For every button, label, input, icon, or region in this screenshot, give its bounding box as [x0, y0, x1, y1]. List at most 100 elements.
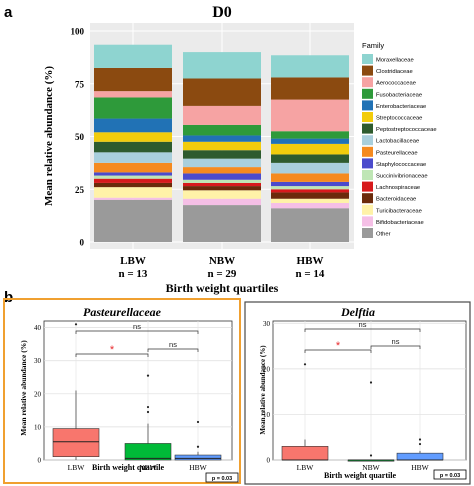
bar-segment — [271, 55, 349, 78]
legend-item: Lactobacillaceae — [362, 135, 419, 146]
legend-item: Succinivibrionaceae — [362, 170, 428, 180]
outlier-point — [196, 445, 200, 448]
legend-item: Other — [362, 228, 391, 238]
bar-segment — [94, 141, 172, 153]
x-axis-label: Birth weight quartiles — [166, 281, 279, 295]
bar-segment — [183, 182, 261, 187]
panel-frame-left — [3, 298, 241, 484]
bar-segment — [94, 187, 172, 198]
y-tick-label: 10 — [263, 411, 271, 419]
bar-segment — [271, 173, 349, 182]
bracket-line — [304, 349, 372, 353]
y-axis-label-left: Mean relative abundance (%) — [19, 340, 28, 436]
x-tick-label: HBW — [189, 463, 207, 472]
bar-segment — [94, 182, 172, 188]
x-tick-label: NBW — [139, 463, 157, 472]
comparison-bracket: ns — [147, 340, 199, 352]
legend-swatch — [362, 204, 373, 215]
box-nbw — [124, 374, 172, 461]
bars — [94, 44, 349, 242]
x-tick-label: HBW — [411, 463, 429, 472]
legend-label: Pasteurellaceae — [376, 150, 418, 156]
p-value-box-left — [205, 472, 239, 483]
legend-item: Staphylococcaceae — [362, 158, 426, 169]
box — [396, 452, 444, 461]
bar-segment — [271, 208, 349, 242]
legend-label: Bacteroidaceae — [376, 197, 416, 203]
outlier-point — [74, 323, 78, 326]
y-tick-label: 25 — [75, 185, 85, 195]
legend-label: Aerococcaceae — [376, 81, 416, 87]
bar-segment — [94, 162, 172, 173]
outlier-point — [418, 442, 422, 446]
bar-segment — [94, 97, 172, 119]
bar-segment — [94, 91, 172, 98]
boxplot-left-plot: 0 10 20 30 40 LBW NBW HBW ns * ns — [34, 320, 233, 472]
outlier-point — [146, 405, 150, 409]
significance-label: * — [110, 344, 115, 356]
bar-segment — [271, 77, 349, 100]
outlier-point — [146, 410, 150, 414]
legend-label: Streptococcaceae — [376, 116, 422, 122]
bar-segment — [94, 199, 172, 242]
category-count-label: n = 14 — [296, 268, 325, 280]
legend-swatch — [362, 65, 373, 76]
bar-segment — [94, 178, 172, 183]
box-hbw — [174, 420, 222, 461]
legend-label: Lachnospiraceae — [376, 185, 420, 191]
bracket-line — [304, 328, 421, 332]
box-lbw — [281, 363, 329, 461]
legend-item: Bifidobacteriaceae — [362, 216, 424, 227]
legend-swatch — [362, 170, 373, 180]
bar-segment — [271, 99, 349, 132]
bar-segment — [271, 138, 349, 144]
legend-item: Turicibacteraceae — [362, 204, 422, 215]
boxplot-delftia: Delftia Mean relative abundance (%) Birt… — [244, 301, 471, 485]
boxplot-pasteurellaceae: Pasteurellaceae Mean relative abundance … — [3, 298, 241, 484]
y-tick-label: 30 — [34, 357, 42, 365]
y-tick-label: 0 — [38, 457, 42, 465]
box — [124, 443, 172, 461]
y-tick-label: 30 — [263, 320, 271, 328]
significance-label: ns — [133, 322, 141, 331]
y-tick-labels: 0 25 50 75 100 — [71, 27, 85, 248]
legend-item: Pasteurellaceae — [362, 146, 418, 157]
legend-item: Clostridiaceae — [362, 65, 413, 76]
y-tick-label: 40 — [34, 324, 42, 332]
chart-title: D0 — [212, 4, 232, 21]
legend: Moraxellaceae Clostridiaceae Aerococcaceae… — [362, 54, 437, 238]
box-hbw — [396, 438, 444, 461]
box — [52, 428, 100, 457]
outlier-point — [146, 374, 150, 377]
bar-segment — [94, 118, 172, 133]
bar-segment — [183, 205, 261, 242]
panel-a-letter: a — [4, 4, 13, 21]
bar-segment — [94, 44, 172, 68]
bar-segment — [183, 158, 261, 168]
legend-item: Streptococcaceae — [362, 112, 422, 122]
x-tick-label: NBW — [209, 255, 235, 267]
category-count-label: n = 29 — [208, 268, 237, 280]
bar-segment — [271, 202, 349, 209]
y-tick-label: 0 — [80, 238, 85, 248]
boxplot-right-plot: 0 10 20 30 LBW NBW HBW ns * ns — [263, 320, 467, 472]
bar-segment — [183, 78, 261, 106]
bracket-line — [147, 348, 199, 352]
bar-stack-nbw — [183, 52, 261, 242]
outlier-point — [303, 363, 307, 366]
outlier-point — [418, 438, 422, 441]
legend-swatch — [362, 158, 373, 169]
legend-label: Clostridiaceae — [376, 69, 413, 75]
bar-segment — [183, 167, 261, 174]
p-value-box-right — [433, 469, 467, 480]
y-axis-label-right: Mean relative abundance (%) — [259, 345, 267, 435]
y-tick-label: 100 — [71, 27, 85, 37]
legend-item: Fusobacteriaceae — [362, 88, 422, 99]
legend-swatch — [362, 88, 373, 99]
bar-stack-hbw — [271, 55, 349, 242]
y-tick-label: 75 — [75, 79, 85, 89]
bar-segment — [94, 67, 172, 92]
comparison-bracket: ns — [75, 322, 199, 334]
